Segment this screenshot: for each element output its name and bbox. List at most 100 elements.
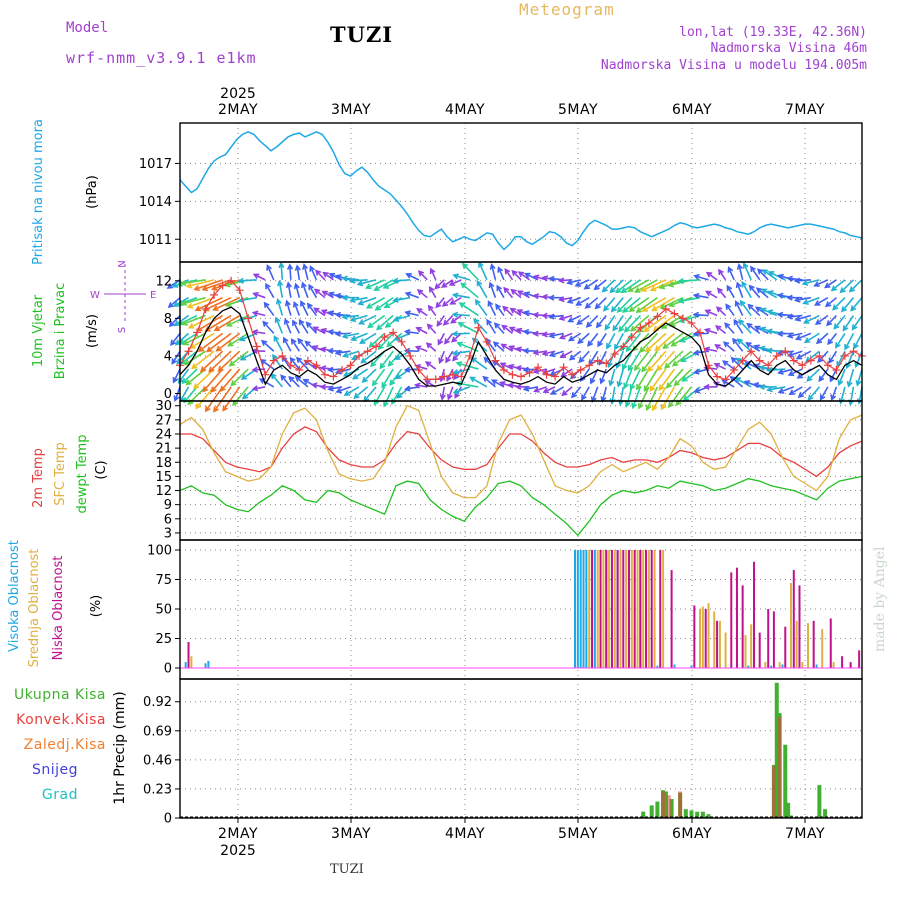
- wind-gust-marker: [696, 328, 705, 337]
- wind-arrow: [271, 373, 283, 388]
- wind-arrow: [768, 290, 786, 299]
- wind-arrow-head: [441, 300, 449, 307]
- wind-arrow-head: [275, 297, 282, 305]
- wind-arrow: [193, 368, 215, 389]
- total-rain-bar: [683, 809, 688, 818]
- pressure-axis-label: Pritisak na nivou mora: [31, 119, 46, 265]
- y-tick-label: 12: [155, 484, 172, 499]
- wind-arrow: [628, 279, 650, 292]
- y-tick-label: 3: [164, 526, 172, 541]
- cloud-low-bar: [772, 611, 775, 668]
- wind-arrow: [226, 314, 249, 327]
- wind-arrow-head: [715, 325, 722, 332]
- wind-arrow-head: [497, 266, 504, 273]
- wind-arrow-head: [854, 361, 861, 369]
- wind-arrow: [511, 289, 522, 299]
- wind-gust-marker: [772, 351, 781, 360]
- wind-arrow-head: [532, 349, 540, 356]
- wind-arrow-head: [341, 294, 348, 301]
- cloud-low-bar: [610, 550, 613, 668]
- wind-arrow-head: [787, 370, 795, 377]
- compass-e: E: [150, 290, 156, 301]
- time-axis: 2MAY 2MAY 3MAY 3MAY 4MAY 4MAY 5MAY 5MAY 6MAY 6MAY…: [218, 86, 825, 859]
- wind-arrow-head: [725, 303, 732, 310]
- wind-arrow: [350, 279, 368, 282]
- wind-arrow-head: [302, 263, 309, 270]
- wind-arrow-head: [460, 282, 467, 289]
- wind-arrow: [292, 320, 301, 334]
- wind-arrow-head: [644, 346, 652, 353]
- wind-arrow: [741, 281, 752, 299]
- wind-arrow: [429, 287, 437, 299]
- wind-arrow: [213, 386, 232, 412]
- wind-gust-marker: [789, 356, 798, 365]
- wind-arrow-head: [641, 306, 648, 312]
- wind-arrow-head: [741, 280, 748, 288]
- cloud-low-bar: [591, 550, 594, 668]
- wind-arrow-head: [266, 264, 272, 271]
- wind-arrow: [350, 296, 368, 302]
- wind-arrow-head: [819, 394, 826, 401]
- wind-arrow-head: [568, 354, 576, 361]
- wind-arrow: [266, 265, 275, 281]
- wind-arrow: [835, 332, 846, 348]
- wind-arrow-head: [210, 284, 218, 291]
- wind-arrow: [462, 263, 479, 281]
- wind-arrow: [549, 332, 564, 338]
- y-tick-label: 9: [164, 498, 172, 513]
- wind-gust-marker: [312, 361, 321, 370]
- wind-arrow: [626, 332, 641, 352]
- wind-arrow: [295, 376, 309, 388]
- wind-arrow: [568, 314, 582, 323]
- wind-arrow: [393, 279, 411, 282]
- wind-arrow-head: [434, 283, 441, 290]
- wind-arrow-head: [665, 382, 672, 389]
- wind-arrow-head: [404, 291, 412, 298]
- wind-arrow: [704, 347, 718, 353]
- wind-arrow-head: [609, 287, 616, 294]
- wind-arrow-head: [758, 383, 765, 391]
- wind-arrow-head: [359, 338, 366, 344]
- wind-arrow: [833, 315, 846, 329]
- cloud-mid-bar: [744, 634, 747, 668]
- wind-arrow-head: [298, 318, 305, 326]
- wind-arrow-head: [615, 287, 622, 294]
- wind-arrow: [840, 279, 855, 293]
- wind-gust-marker: [585, 361, 594, 370]
- wind-arrow-head: [575, 300, 582, 306]
- wind-arrow-head: [301, 281, 307, 289]
- wind-arrow: [577, 332, 590, 344]
- wind-arrow: [641, 350, 659, 372]
- wind-axis-label-2: Brzina i Pravac: [53, 283, 68, 380]
- total-rain-bar: [669, 799, 674, 818]
- pressure-line: [179, 130, 863, 251]
- wind-arrow: [814, 279, 829, 287]
- wind-arrow-head: [726, 284, 733, 292]
- wind-arrow: [585, 297, 599, 309]
- wind-arrow: [417, 289, 428, 299]
- wind-arrow: [473, 318, 488, 334]
- wind-arrow: [559, 314, 573, 320]
- wind-arrow-head: [509, 307, 516, 314]
- wind-arrow-head: [404, 310, 411, 317]
- wind-arrow: [755, 306, 769, 317]
- wind-arrow-head: [451, 311, 459, 318]
- wind-arrow-head: [846, 381, 853, 388]
- cloud-low-bar: [704, 609, 707, 668]
- wind-arrow: [475, 299, 488, 317]
- wind-arrow-head: [327, 385, 334, 392]
- wind-gust-marker: [619, 342, 628, 351]
- wind-arrow-head: [470, 357, 477, 363]
- wind-arrow-head: [703, 327, 711, 334]
- wind-arrow: [253, 273, 266, 281]
- wind-arrow: [352, 368, 368, 380]
- wind-arrow-head: [766, 309, 774, 316]
- wind-arrow: [264, 302, 275, 317]
- wind-arrow: [441, 279, 454, 288]
- wind-arrow-head: [288, 375, 295, 383]
- wind-arrow: [621, 279, 641, 293]
- wind-arrow: [361, 350, 377, 364]
- y-tick-label: 0: [164, 662, 172, 677]
- wind-arrow-head: [265, 282, 271, 290]
- wind-arrow-head: [280, 374, 287, 381]
